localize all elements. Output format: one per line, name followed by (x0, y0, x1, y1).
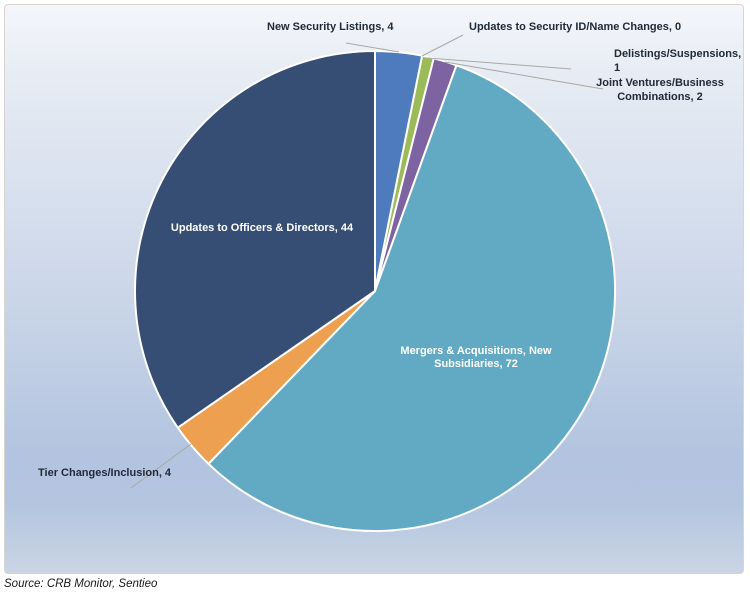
pie-chart (130, 34, 617, 532)
leader-line-tier-changes-inclusion (130, 443, 192, 489)
pie-slice-mergers-acquisitions-new-subsidiaries (207, 64, 617, 532)
pie-slice-updates-to-officers-directors (134, 50, 376, 429)
label-updates-officers-directors: Updates to Officers & Directors, 44 (170, 222, 354, 234)
leader-line-new-security-listings (345, 42, 400, 53)
leader-line-delistings-suspensions (427, 57, 572, 70)
chart-area: New Security Listings, 4 Updates to Secu… (4, 4, 744, 574)
callout-updates-security-id-name-changes: Updates to Security ID/Name Changes, 0 (469, 21, 682, 33)
callout-new-security-listings: New Security Listings, 4 (267, 21, 394, 33)
callout-tier-changes-inclusion: Tier Changes/Inclusion, 4 (38, 467, 172, 479)
label-mergers-acquisitions-new-subsidiaries: Mergers & Acquisitions, New Subsidiaries… (400, 345, 552, 370)
callout-delistings-suspensions: Delistings/Suspensions, 1 (614, 48, 742, 74)
leader-line-joint-ventures-business-combinations (444, 61, 604, 90)
leader-line-updates-security-id-name-changes (421, 34, 464, 57)
source-note: Source: CRB Monitor, Sentieo (4, 578, 158, 590)
callout-joint-ventures-business-combinations: Joint Ventures/Business Combinations, 2 (596, 77, 724, 103)
